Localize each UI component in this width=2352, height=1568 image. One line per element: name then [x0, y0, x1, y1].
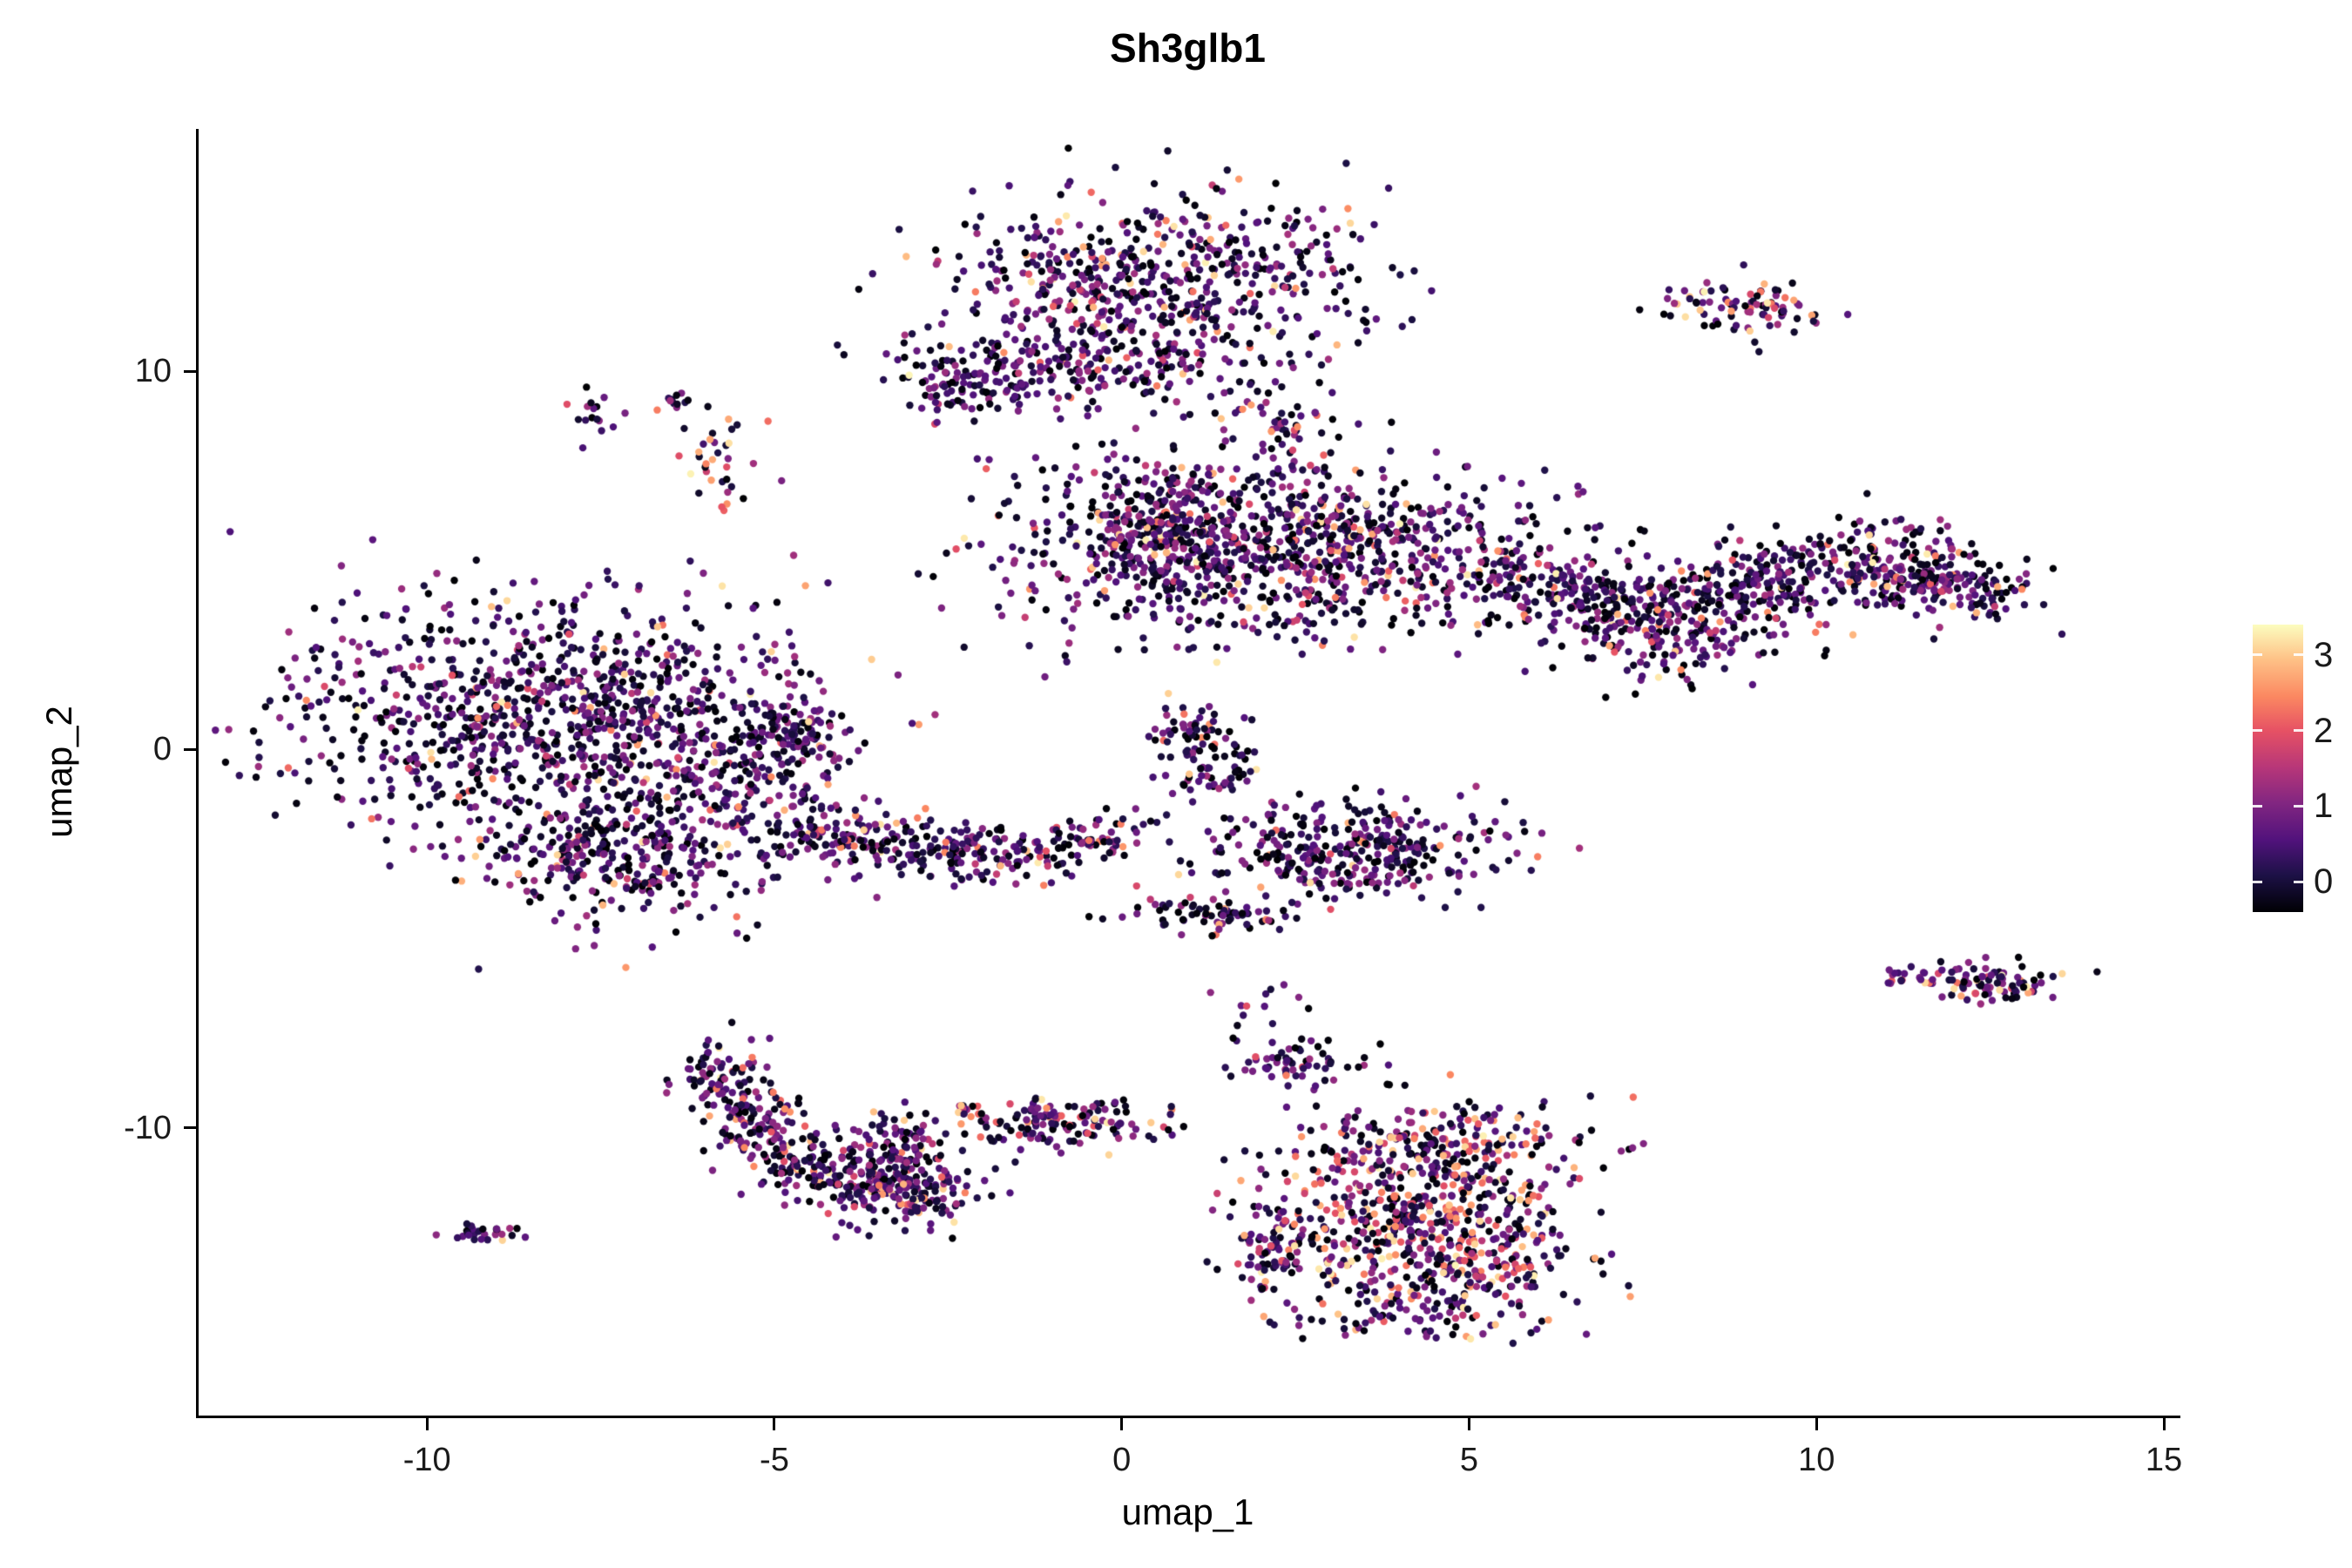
y-tick-label: -10 — [124, 1109, 172, 1146]
colorbar-tick-mark — [2253, 804, 2262, 808]
y-tick-label: 0 — [152, 731, 172, 768]
y-tick-mark — [184, 747, 196, 751]
y-axis-label: umap_2 — [38, 706, 79, 838]
y-tick-label: 10 — [134, 353, 172, 390]
colorbar-tick-mark — [2253, 880, 2262, 883]
x-tick-label: 5 — [1459, 1442, 1479, 1478]
x-tick-label: -10 — [402, 1442, 451, 1478]
x-tick-mark — [1815, 1418, 1818, 1430]
colorbar-tick-label: 0 — [2314, 862, 2334, 902]
colorbar-tick-mark — [2253, 653, 2262, 657]
colorbar-tick-label: 1 — [2314, 787, 2334, 826]
colorbar-gradient — [2253, 625, 2303, 912]
colorbar-tick-mark — [2294, 729, 2303, 733]
x-tick-label: -5 — [760, 1442, 789, 1478]
x-axis-line — [196, 1416, 2180, 1418]
colorbar-tick-mark — [2253, 729, 2262, 733]
colorbar-tick-mark — [2294, 653, 2303, 657]
colorbar-tick-mark — [2294, 804, 2303, 808]
colorbar-tick-mark — [2294, 880, 2303, 883]
x-tick-mark — [425, 1418, 429, 1430]
y-axis-line — [196, 129, 199, 1418]
x-tick-mark — [1468, 1418, 1470, 1430]
colorbar-legend: 0 1 2 3 — [2253, 625, 2333, 912]
x-tick-mark — [773, 1418, 776, 1430]
colorbar-tick-label: 3 — [2314, 635, 2334, 674]
x-tick-label: 0 — [1112, 1442, 1132, 1478]
x-tick-label: 15 — [2145, 1442, 2183, 1478]
x-tick-mark — [1120, 1418, 1124, 1430]
y-tick-mark — [184, 1126, 196, 1130]
x-tick-mark — [2162, 1418, 2166, 1430]
x-axis-label: umap_1 — [1121, 1491, 1254, 1532]
x-tick-label: 10 — [1798, 1442, 1835, 1478]
colorbar-tick-label: 2 — [2314, 711, 2334, 750]
y-tick-mark — [184, 369, 196, 373]
